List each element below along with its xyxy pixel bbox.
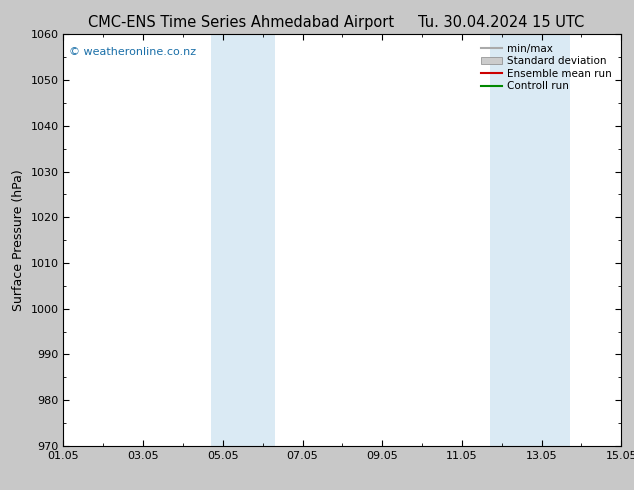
Text: CMC-ENS Time Series Ahmedabad Airport: CMC-ENS Time Series Ahmedabad Airport <box>88 15 394 30</box>
Y-axis label: Surface Pressure (hPa): Surface Pressure (hPa) <box>12 169 25 311</box>
Bar <box>211 34 275 446</box>
Legend: min/max, Standard deviation, Ensemble mean run, Controll run: min/max, Standard deviation, Ensemble me… <box>477 40 616 96</box>
Text: © weatheronline.co.nz: © weatheronline.co.nz <box>69 47 196 57</box>
Text: Tu. 30.04.2024 15 UTC: Tu. 30.04.2024 15 UTC <box>418 15 584 30</box>
Bar <box>490 34 569 446</box>
